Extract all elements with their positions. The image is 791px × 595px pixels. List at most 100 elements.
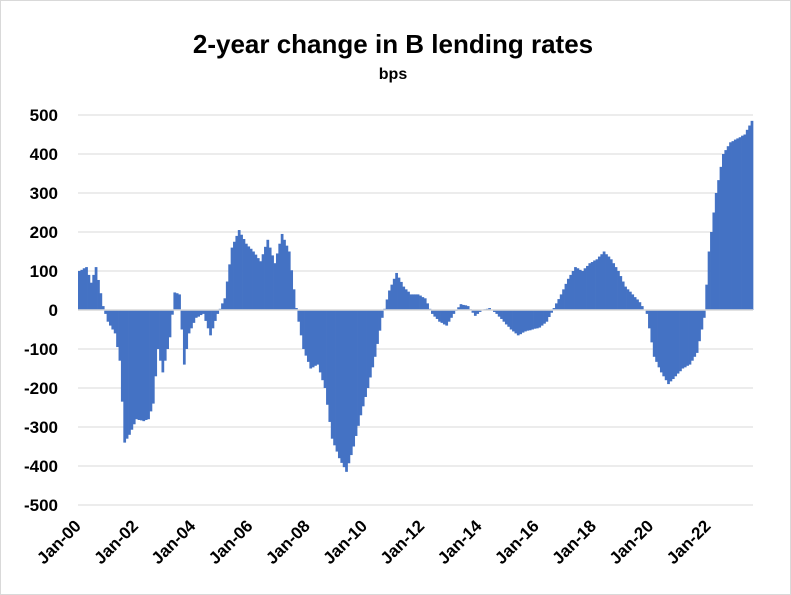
bar [488, 308, 491, 310]
bar [476, 310, 480, 314]
bar [633, 297, 637, 310]
bar [545, 310, 549, 322]
bar [376, 310, 379, 344]
bar [178, 294, 181, 310]
bar [151, 310, 155, 404]
bar [578, 269, 582, 310]
bar [128, 310, 131, 435]
bar [283, 239, 286, 310]
bar [736, 138, 740, 310]
bar [409, 294, 413, 310]
bar [211, 310, 215, 329]
bar [237, 230, 241, 310]
bar [199, 310, 203, 316]
bar [309, 310, 313, 369]
y-tick-label: 300 [30, 184, 58, 203]
bar [528, 310, 532, 331]
bar [521, 310, 525, 333]
bar [89, 282, 93, 310]
bar [230, 247, 234, 310]
bar [662, 310, 666, 377]
bar [724, 150, 728, 310]
bar [650, 310, 654, 343]
bar [97, 279, 100, 310]
bar [614, 267, 618, 310]
x-tick-label: Jan-20 [606, 516, 658, 568]
bar [693, 310, 697, 357]
bar [140, 310, 143, 421]
bar [750, 120, 754, 310]
bar [192, 310, 196, 323]
bar [512, 310, 515, 332]
x-tick-label: Jan-08 [262, 516, 314, 568]
bar [631, 294, 635, 310]
y-tick-label: -500 [24, 496, 58, 515]
bar [185, 310, 189, 349]
bar [526, 310, 530, 331]
y-tick-label: -400 [24, 457, 58, 476]
bar [135, 310, 138, 420]
bar [204, 310, 208, 321]
bar [686, 310, 689, 366]
bar [571, 271, 575, 310]
bar [497, 310, 501, 317]
bar [411, 294, 415, 310]
bar [290, 270, 294, 310]
bar [535, 310, 539, 329]
bar [726, 146, 730, 310]
bar [228, 264, 232, 310]
bar [197, 310, 200, 317]
bar [516, 310, 520, 336]
bar [147, 310, 150, 420]
bar [493, 310, 496, 312]
bar [533, 310, 537, 329]
bar [321, 310, 325, 381]
bar [173, 292, 177, 310]
bar [745, 129, 749, 310]
bar [302, 310, 305, 349]
bar [206, 310, 210, 329]
bar [702, 310, 706, 318]
y-tick-label: 500 [30, 106, 58, 125]
bar [247, 246, 251, 310]
x-tick-label: Jan-02 [91, 516, 143, 568]
bars [78, 120, 754, 472]
bar [502, 310, 506, 322]
chart-subtitle: bps [379, 66, 408, 83]
x-tick-label: Jan-14 [434, 516, 486, 568]
bar [447, 310, 451, 322]
bar [80, 269, 84, 310]
y-tick-label: 100 [30, 262, 58, 281]
bar [256, 258, 260, 310]
x-tick-label: Jan-22 [663, 516, 715, 568]
bar [509, 310, 513, 330]
bar [617, 271, 620, 310]
bar [555, 303, 558, 310]
x-tick-label: Jan-10 [320, 516, 372, 568]
bar [94, 267, 98, 310]
bar [306, 310, 310, 362]
bar [588, 263, 592, 310]
bar [440, 310, 444, 323]
bar [423, 298, 427, 310]
bar [473, 310, 477, 316]
bar [531, 310, 534, 330]
bar [116, 310, 119, 348]
bar [182, 310, 186, 365]
bar [645, 310, 649, 314]
bar [266, 239, 270, 310]
bar [285, 245, 289, 310]
y-tick-label: -300 [24, 418, 58, 437]
bar [664, 310, 668, 381]
bar [78, 271, 81, 310]
x-tick-label: Jan-16 [491, 516, 543, 568]
bar [462, 304, 465, 310]
bar [729, 142, 732, 310]
bar [564, 283, 568, 310]
bar [676, 310, 680, 374]
bar [466, 306, 470, 310]
bar [225, 281, 229, 310]
bar [707, 251, 711, 310]
